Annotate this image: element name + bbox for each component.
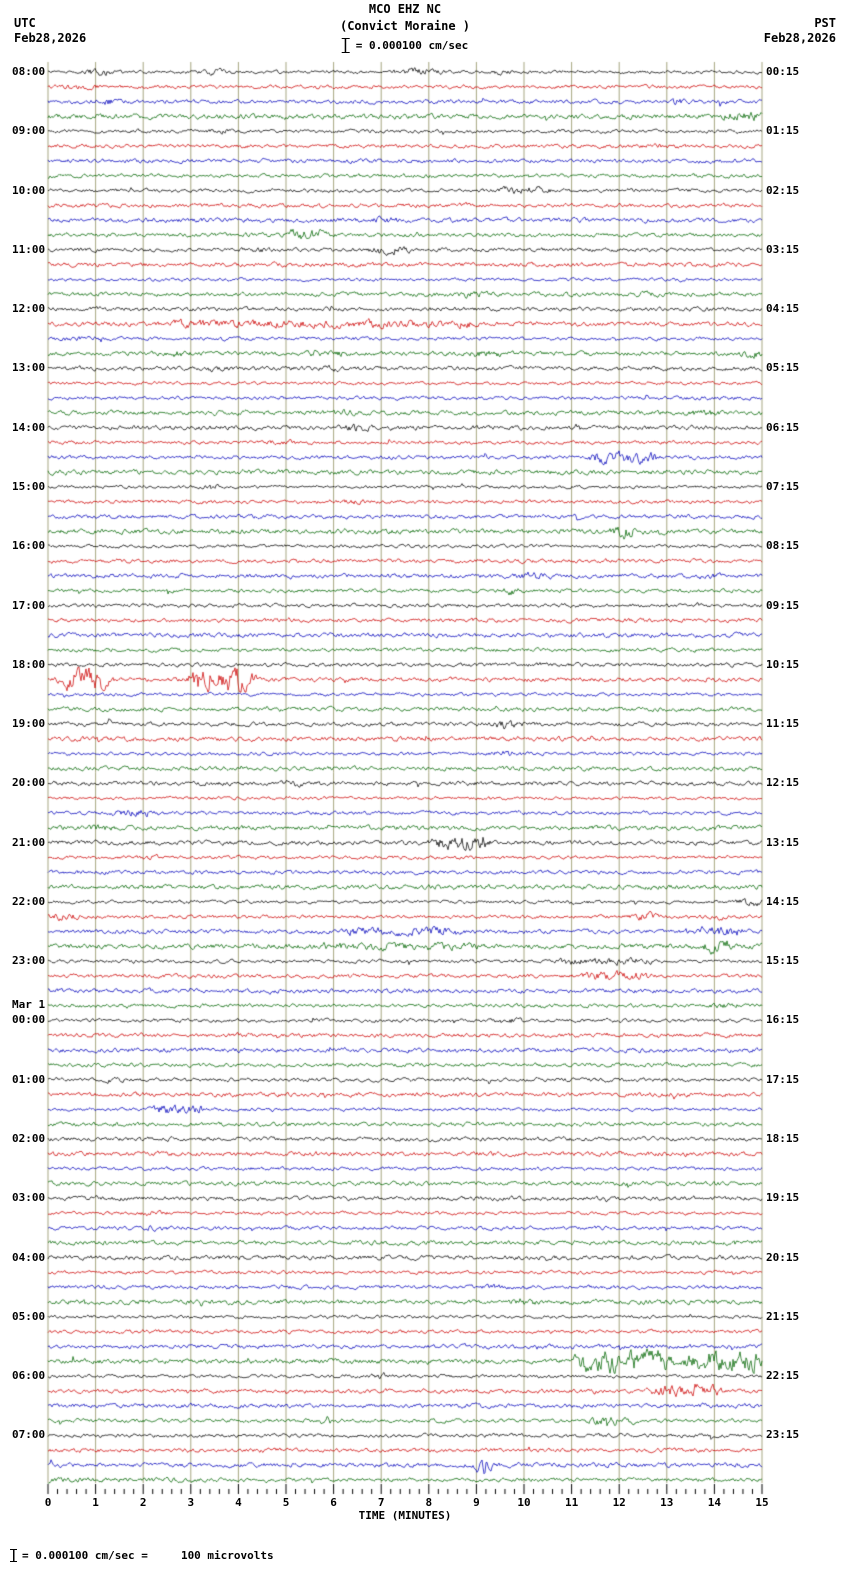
x-tick-label: 10 [517, 1496, 531, 1509]
pst-hour-label: 23:15 [766, 1428, 800, 1442]
pst-hour-label: 19:15 [766, 1191, 800, 1205]
pst-hour-label: 11:15 [766, 717, 800, 731]
pst-hour-label: 18:15 [766, 1132, 800, 1146]
x-tick-label: 2 [139, 1496, 147, 1509]
x-axis-title: TIME (MINUTES) [358, 1509, 452, 1522]
footer-scale-text: = 0.000100 cm/sec = 100 microvolts [22, 1549, 274, 1562]
footer-scale-note: = 0.000100 cm/sec = 100 microvolts [10, 1549, 274, 1562]
utc-hour-label: 02:00 [12, 1132, 46, 1146]
x-tick-label: 5 [282, 1496, 290, 1509]
pst-hour-label: 07:15 [766, 479, 800, 493]
pst-hour-label: 03:15 [766, 242, 800, 256]
utc-hour-label: 22:00 [12, 894, 46, 908]
utc-date-label: Feb28,2026 [14, 31, 87, 45]
x-tick-label: 0 [44, 1496, 52, 1509]
pst-date-label: Feb28,2026 [763, 31, 836, 45]
utc-hour-label: 11:00 [12, 242, 46, 256]
scale-text: = 0.000100 cm/sec [355, 39, 469, 52]
utc-timezone-label: UTC [14, 16, 36, 30]
x-tick-label: 12 [612, 1496, 626, 1509]
pst-hour-label: 04:15 [766, 302, 800, 316]
day-marker-label: Mar 1 [12, 998, 46, 1012]
utc-hour-label: 13:00 [12, 361, 46, 375]
station-title: MCO EHZ NC [368, 2, 442, 16]
utc-hour-label: 18:00 [12, 657, 46, 671]
x-tick-label: 9 [473, 1496, 480, 1509]
utc-hour-label: 15:00 [12, 479, 46, 493]
pst-hour-label: 06:15 [766, 420, 800, 434]
pst-hour-label: 08:15 [766, 539, 800, 553]
utc-hour-label: 21:00 [12, 835, 46, 849]
x-tick-label: 7 [377, 1496, 385, 1509]
x-tick-label: 13 [660, 1496, 674, 1509]
x-tick-label: 15 [755, 1496, 769, 1509]
pst-hour-label: 13:15 [766, 835, 800, 849]
station-location: (Convict Moraine ) [339, 19, 471, 33]
utc-hour-label: 03:00 [12, 1191, 46, 1205]
utc-hour-label: 05:00 [12, 1309, 46, 1323]
utc-hour-label: 12:00 [12, 302, 46, 316]
utc-hour-label: 08:00 [12, 65, 46, 78]
utc-hour-label: 04:00 [12, 1250, 46, 1264]
pst-hour-label: 01:15 [766, 124, 800, 138]
pst-hour-label: 09:15 [766, 598, 800, 612]
pst-hour-label: 16:15 [766, 1013, 800, 1027]
pst-hour-label: 21:15 [766, 1309, 800, 1323]
pst-hour-label: 20:15 [766, 1250, 800, 1264]
x-tick-label: 1 [92, 1496, 99, 1509]
utc-hour-label: 23:00 [12, 954, 46, 968]
x-tick-label: 6 [330, 1496, 337, 1509]
utc-hour-label: 10:00 [12, 183, 46, 197]
utc-hour-label: 16:00 [12, 539, 46, 553]
pst-hour-label: 05:15 [766, 361, 800, 375]
scale-line: = 0.000100 cm/sec [341, 38, 469, 53]
utc-hour-label: 00:00 [12, 1013, 46, 1027]
pst-hour-label: 00:15 [766, 65, 800, 78]
utc-hour-label: 06:00 [12, 1369, 46, 1383]
utc-hour-label: 19:00 [12, 717, 46, 731]
pst-hour-label: 14:15 [766, 894, 800, 908]
x-tick-label: 3 [187, 1496, 195, 1509]
utc-hour-label: 20:00 [12, 776, 46, 790]
x-tick-label: 8 [425, 1496, 433, 1509]
utc-hour-label: 17:00 [12, 598, 46, 612]
footer-ibeam-icon [10, 1549, 17, 1562]
utc-hour-label: 01:00 [12, 1072, 46, 1086]
pst-hour-label: 15:15 [766, 954, 800, 968]
scale-ibeam-icon [341, 38, 350, 53]
pst-hour-label: 02:15 [766, 183, 800, 197]
pst-hour-label: 17:15 [766, 1072, 800, 1086]
pst-hour-label: 22:15 [766, 1369, 800, 1383]
utc-hour-label: 14:00 [12, 420, 46, 434]
utc-hour-label: 07:00 [12, 1428, 46, 1442]
utc-hour-label: 09:00 [12, 124, 46, 138]
pst-hour-label: 12:15 [766, 776, 800, 790]
x-tick-label: 11 [564, 1496, 579, 1509]
pst-timezone-label: PST [814, 16, 836, 30]
pst-hour-label: 10:15 [766, 657, 800, 671]
x-tick-label: 14 [707, 1496, 722, 1509]
x-tick-label: 4 [235, 1496, 242, 1509]
